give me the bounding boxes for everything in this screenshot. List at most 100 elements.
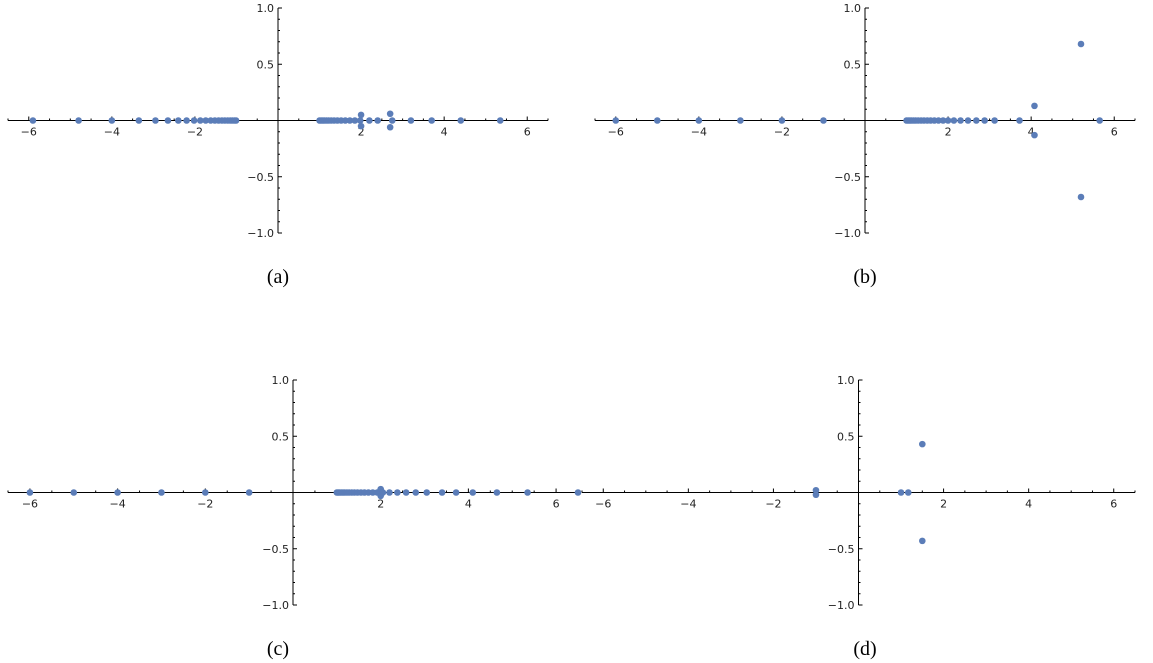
x-tick-label-c: 6 bbox=[553, 498, 560, 511]
plot-panel-d: −6 −4 −2 2 4 6 −1.0 −0.5 0.5 1.0 (d) bbox=[581, 374, 1136, 660]
x-tick-label-d: 4 bbox=[1025, 498, 1032, 511]
data-point-b bbox=[973, 117, 980, 124]
data-point-a bbox=[183, 117, 190, 124]
data-point-a bbox=[190, 117, 198, 124]
data-point-b bbox=[695, 117, 703, 124]
x-tick-label-b: 4 bbox=[1028, 126, 1035, 139]
data-point-c bbox=[386, 489, 393, 496]
x-tick-label-b: 2 bbox=[945, 126, 952, 139]
x-tick-label-c: 4 bbox=[465, 498, 472, 511]
data-point-c bbox=[423, 489, 431, 496]
x-tick-label-c: −2 bbox=[197, 498, 213, 511]
data-point-b bbox=[939, 117, 947, 124]
data-point-a bbox=[457, 117, 465, 124]
data-point-a bbox=[202, 117, 210, 124]
y-tick-label-b: −0.5 bbox=[834, 171, 861, 184]
data-point-a bbox=[386, 110, 394, 118]
plot-panel-a: −6 −4 −2 2 4 6 −1.0 −0.5 0.5 1.0 (a) bbox=[7, 2, 549, 288]
x-tick-label-d: 6 bbox=[1110, 498, 1117, 511]
x-tick-label-d: −2 bbox=[765, 498, 781, 511]
y-tick-label-b: 1.0 bbox=[844, 2, 862, 15]
data-point-b bbox=[820, 117, 827, 124]
y-tick-label-d: 1.0 bbox=[837, 374, 855, 387]
data-point-a bbox=[135, 117, 143, 124]
x-tick-label-a: 6 bbox=[524, 126, 531, 139]
panel-caption-a: (a) bbox=[267, 266, 289, 288]
data-point-c bbox=[158, 489, 165, 496]
plot-panel-c: −6 −4 −2 2 4 6 −1.0 −0.5 0.5 1.0 (c) bbox=[7, 374, 582, 660]
data-point-d bbox=[919, 440, 926, 448]
data-point-b bbox=[957, 117, 964, 124]
x-tick-label-b: 6 bbox=[1111, 126, 1118, 139]
data-point-c bbox=[438, 489, 446, 496]
data-point-c bbox=[412, 489, 420, 496]
data-point-d bbox=[812, 491, 820, 499]
x-tick-label-b: −4 bbox=[691, 126, 707, 139]
x-tick-label-a: 4 bbox=[441, 126, 448, 139]
data-point-a bbox=[197, 117, 204, 124]
y-tick-label-b: −1.0 bbox=[834, 227, 861, 240]
data-point-a bbox=[386, 123, 394, 131]
data-point-c bbox=[402, 489, 410, 496]
data-point-c bbox=[202, 489, 209, 496]
data-point-c bbox=[114, 489, 121, 496]
data-point-c bbox=[469, 489, 477, 496]
panel-caption-d: (d) bbox=[853, 638, 876, 660]
data-point-a bbox=[374, 117, 381, 124]
y-tick-label-c: 0.5 bbox=[272, 430, 290, 443]
x-tick-label-b: −6 bbox=[608, 126, 624, 139]
y-tick-label-d: 0.5 bbox=[837, 430, 855, 443]
data-point-a bbox=[232, 117, 240, 124]
data-point-b bbox=[981, 117, 988, 124]
data-point-b bbox=[737, 117, 744, 124]
data-point-c bbox=[379, 489, 387, 496]
data-point-a bbox=[496, 117, 504, 124]
data-point-a bbox=[346, 117, 354, 124]
data-point-a bbox=[351, 117, 359, 124]
data-point-a bbox=[407, 117, 415, 124]
data-point-a bbox=[428, 117, 435, 124]
data-point-b bbox=[1077, 193, 1085, 201]
x-tick-label-c: −4 bbox=[110, 498, 126, 511]
y-tick-label-a: −1.0 bbox=[247, 227, 274, 240]
data-point-c bbox=[394, 489, 401, 496]
data-point-a bbox=[29, 117, 37, 124]
data-point-d bbox=[897, 489, 905, 496]
plot-panel-b: −6 −4 −2 2 4 6 −1.0 −0.5 0.5 1.0 (b) bbox=[594, 2, 1136, 288]
data-point-b bbox=[1077, 40, 1085, 48]
data-point-b bbox=[950, 117, 958, 124]
panel-caption-c: (c) bbox=[267, 638, 289, 660]
data-point-c bbox=[493, 489, 501, 496]
x-tick-label-d: 2 bbox=[940, 498, 947, 511]
y-tick-label-c: −0.5 bbox=[262, 543, 289, 556]
data-point-b bbox=[935, 117, 942, 124]
data-point-a bbox=[356, 117, 364, 124]
y-tick-label-c: −1.0 bbox=[262, 599, 289, 612]
y-tick-label-c: 1.0 bbox=[272, 374, 290, 387]
data-point-d bbox=[919, 537, 926, 545]
data-point-a bbox=[108, 117, 116, 124]
data-point-c bbox=[26, 489, 34, 496]
data-point-a bbox=[366, 117, 373, 124]
data-point-a bbox=[175, 117, 182, 124]
y-tick-label-a: −0.5 bbox=[247, 171, 274, 184]
x-tick-label-a: −4 bbox=[104, 126, 120, 139]
data-point-c bbox=[70, 489, 78, 496]
panel-caption-b: (b) bbox=[853, 266, 876, 288]
x-tick-label-a: −6 bbox=[21, 126, 37, 139]
x-tick-label-c: 2 bbox=[377, 498, 384, 511]
data-point-b bbox=[1031, 131, 1038, 139]
x-tick-label-d: −6 bbox=[595, 498, 611, 511]
data-point-c bbox=[574, 489, 582, 496]
data-point-c bbox=[524, 489, 531, 496]
x-tick-label-d: −4 bbox=[680, 498, 696, 511]
data-point-b bbox=[654, 117, 661, 124]
data-point-b bbox=[1096, 117, 1103, 124]
x-tick-label-a: 2 bbox=[358, 126, 365, 139]
y-tick-label-d: −1.0 bbox=[828, 599, 855, 612]
y-tick-label-b: 0.5 bbox=[844, 58, 862, 71]
x-tick-label-c: −6 bbox=[22, 498, 38, 511]
data-point-b bbox=[612, 117, 620, 124]
data-point-c bbox=[452, 489, 460, 496]
data-point-a bbox=[388, 117, 396, 124]
